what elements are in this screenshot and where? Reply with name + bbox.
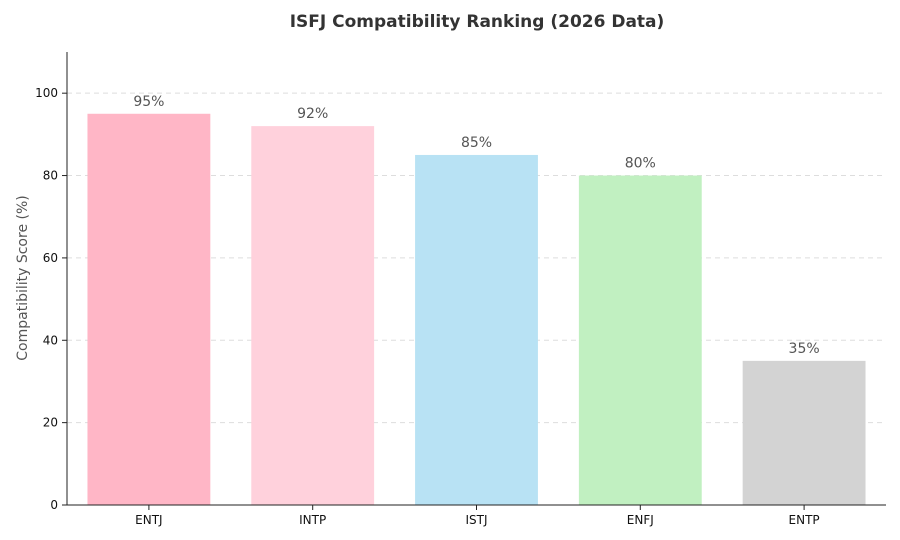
bars [87,113,866,506]
chart-title: ISFJ Compatibility Ranking (2026 Data) [290,12,665,32]
bar-istj [415,154,538,506]
bar-entj [87,113,211,505]
y-tick-label-40: 40 [43,333,58,347]
data-label-entj: 95% [133,94,164,110]
x-tick-label-intp: INTP [299,513,326,527]
y-tick-label-80: 80 [43,169,58,183]
x-tick-label-enfj: ENFJ [627,513,654,527]
bar-enfj [578,175,702,505]
axis-ticks: 0 20 40 60 80 100 ENTJ INTP ISTJ ENFJ ENTP [35,86,820,527]
x-tick-label-entp: ENTP [789,513,820,527]
x-tick-label-entj: ENTJ [135,513,162,527]
x-tick-label-istj: ISTJ [465,513,487,527]
data-label-entp: 35% [789,341,820,357]
bar-entp [742,360,866,505]
data-labels: 95% 92% 85% 80% 35% [133,94,819,357]
y-axis-label: Compatibility Score (%) [15,195,31,361]
y-tick-label-20: 20 [43,416,58,430]
y-tick-label-0: 0 [50,498,58,512]
bar-intp [251,126,375,506]
y-tick-label-100: 100 [35,86,58,100]
data-label-intp: 92% [297,106,328,122]
data-label-istj: 85% [461,135,492,151]
data-label-enfj: 80% [625,156,656,172]
y-tick-label-60: 60 [43,251,58,265]
